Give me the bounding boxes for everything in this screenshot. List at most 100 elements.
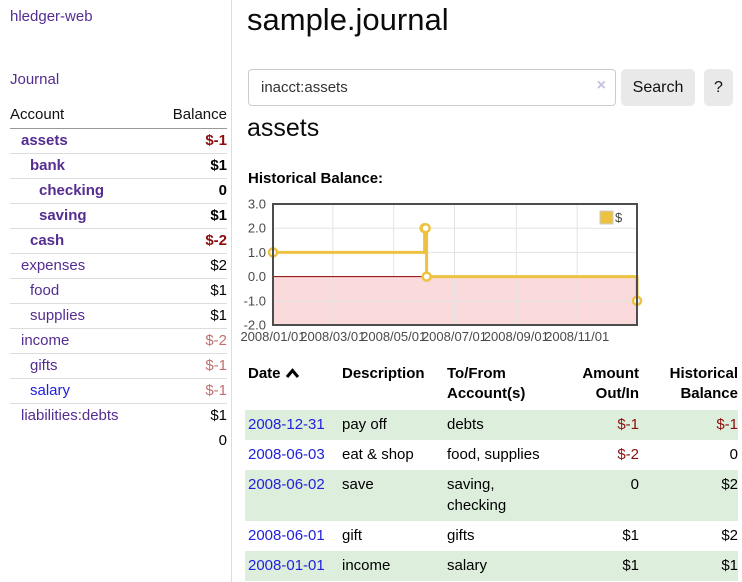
transaction-amount: $1 — [622, 527, 639, 544]
account-row: liabilities:debts $1 — [10, 403, 227, 429]
account-balance: $1 — [210, 207, 227, 224]
account-balance: $1 — [210, 307, 227, 324]
account-balance: $-2 — [205, 332, 227, 349]
account-balance: $-1 — [205, 132, 227, 149]
account-balance: 0 — [218, 182, 227, 199]
svg-text:-1.0: -1.0 — [244, 293, 266, 308]
svg-text:2008/03/01: 2008/03/01 — [300, 329, 365, 344]
accounts-total-value: 0 — [218, 432, 227, 449]
account-row: supplies $1 — [10, 303, 227, 329]
account-link[interactable]: expenses — [21, 257, 86, 274]
plot-border — [272, 203, 638, 326]
transaction-row: 2008-12-31 pay off debts $-1 $-1 — [245, 410, 738, 440]
help-button[interactable]: ? — [704, 69, 733, 106]
transaction-date-link[interactable]: 2008-06-01 — [248, 527, 325, 544]
sidebar-item-journal[interactable]: Journal — [10, 71, 60, 88]
transaction-balance: $2 — [721, 527, 738, 544]
search-form: × Search ? — [248, 69, 733, 106]
transaction-row: 2008-01-01 income salary $1 $1 — [245, 551, 738, 581]
account-balance: $2 — [210, 257, 227, 274]
svg-text:0.0: 0.0 — [248, 269, 266, 284]
transaction-balance: $1 — [721, 557, 738, 574]
transaction-description: pay off — [342, 416, 387, 433]
account-balance: $1 — [210, 157, 227, 174]
account-link[interactable]: supplies — [30, 307, 86, 324]
account-row: expenses $2 — [10, 253, 227, 279]
historical-balance-chart: 3.0 2.0 1.0 0.0 -1.0 -2.0 2008/01/01 2008/03/01… — [240, 196, 712, 351]
account-link[interactable]: gifts — [30, 357, 58, 374]
account-balance: $1 — [210, 407, 227, 424]
account-balance: $-2 — [205, 232, 227, 249]
account-balance: $-1 — [205, 357, 227, 374]
column-header-accounts: To/From Account(s) — [447, 365, 526, 402]
transaction-date-link[interactable]: 2008-06-02 — [248, 476, 325, 493]
account-link[interactable]: food — [30, 282, 60, 299]
data-point-marker — [421, 271, 432, 282]
account-row: saving $1 — [10, 203, 227, 229]
account-link[interactable]: checking — [39, 182, 105, 199]
legend-label: $ — [615, 210, 623, 225]
transaction-description: eat & shop — [342, 446, 414, 463]
search-button[interactable]: Search — [621, 69, 695, 106]
account-link[interactable]: cash — [30, 232, 65, 249]
transaction-accounts: gifts — [447, 527, 475, 544]
svg-text:-2.0: -2.0 — [244, 318, 266, 333]
account-link[interactable]: assets — [21, 132, 68, 149]
account-row: salary $-1 — [10, 378, 227, 404]
chart-title: Historical Balance: — [248, 170, 384, 187]
svg-text:2008/11/01: 2008/11/01 — [545, 329, 609, 344]
transaction-row: 2008-06-01 gift gifts $1 $2 — [245, 521, 738, 551]
transaction-row: 2008-06-02 save saving, checking 0 $2 — [245, 470, 738, 521]
column-header-balance: Historical Balance — [669, 365, 738, 402]
accounts-table: Account Balance assets $-1 bank $1 check… — [10, 102, 227, 454]
svg-text:2008/09/01: 2008/09/01 — [484, 329, 549, 344]
transactions-header-row: Date Description To/From Account(s) Amoun… — [245, 360, 738, 410]
account-row: checking 0 — [10, 178, 227, 204]
account-balance: $-1 — [205, 382, 227, 399]
account-link[interactable]: liabilities:debts — [21, 407, 119, 424]
svg-text:1.0: 1.0 — [248, 245, 266, 260]
transaction-accounts: debts — [447, 416, 484, 433]
transactions-table: Date Description To/From Account(s) Amoun… — [245, 360, 738, 581]
account-link[interactable]: income — [21, 332, 70, 349]
account-link[interactable]: saving — [39, 207, 87, 224]
svg-text:2.0: 2.0 — [248, 221, 266, 236]
account-row: food $1 — [10, 278, 227, 304]
account-row: cash $-2 — [10, 228, 227, 254]
transaction-accounts: saving, checking — [447, 476, 507, 514]
column-header-date[interactable]: Date — [245, 360, 342, 410]
account-row: bank $1 — [10, 153, 227, 179]
transaction-description: income — [342, 557, 391, 574]
clear-search-icon[interactable]: × — [596, 77, 606, 94]
transaction-balance: $2 — [721, 476, 738, 493]
account-row: gifts $-1 — [10, 353, 227, 379]
transaction-balance: 0 — [729, 446, 738, 463]
accounts-total-row: 0 — [10, 428, 227, 454]
app-title-link[interactable]: hledger-web — [10, 8, 93, 25]
account-link[interactable]: salary — [30, 382, 71, 399]
accounts-header-account: Account — [10, 102, 119, 129]
account-row: income $-2 — [10, 328, 227, 354]
data-point-marker — [420, 222, 431, 234]
account-link[interactable]: bank — [30, 157, 66, 174]
sidebar-divider — [231, 0, 232, 582]
account-row: assets $-1 — [10, 128, 227, 154]
transaction-date-link[interactable]: 2008-06-03 — [248, 446, 325, 463]
transaction-amount: $1 — [622, 557, 639, 574]
page-title: sample.journal — [247, 2, 449, 37]
svg-text:3.0: 3.0 — [248, 197, 266, 212]
transaction-balance: $-1 — [716, 416, 738, 433]
chart-svg: 3.0 2.0 1.0 0.0 -1.0 -2.02008/01/012008/03/01… — [240, 197, 643, 344]
transaction-date-link[interactable]: 2008-12-31 — [248, 416, 325, 433]
legend-swatch — [599, 210, 614, 225]
sort-ascending-icon — [285, 365, 300, 385]
transaction-description: save — [342, 476, 374, 493]
transaction-date-link[interactable]: 2008-01-01 — [248, 557, 325, 574]
transaction-amount: 0 — [630, 476, 639, 493]
column-header-amount: Amount Out/In — [582, 365, 639, 402]
column-header-description: Description — [342, 365, 425, 382]
transaction-amount: $-1 — [617, 416, 639, 433]
svg-text:2008/07/01: 2008/07/01 — [422, 329, 487, 344]
account-balance: $1 — [210, 282, 227, 299]
search-input[interactable] — [248, 69, 616, 106]
